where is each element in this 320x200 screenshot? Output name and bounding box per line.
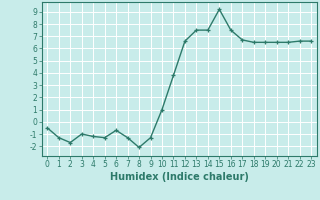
X-axis label: Humidex (Indice chaleur): Humidex (Indice chaleur) — [110, 172, 249, 182]
